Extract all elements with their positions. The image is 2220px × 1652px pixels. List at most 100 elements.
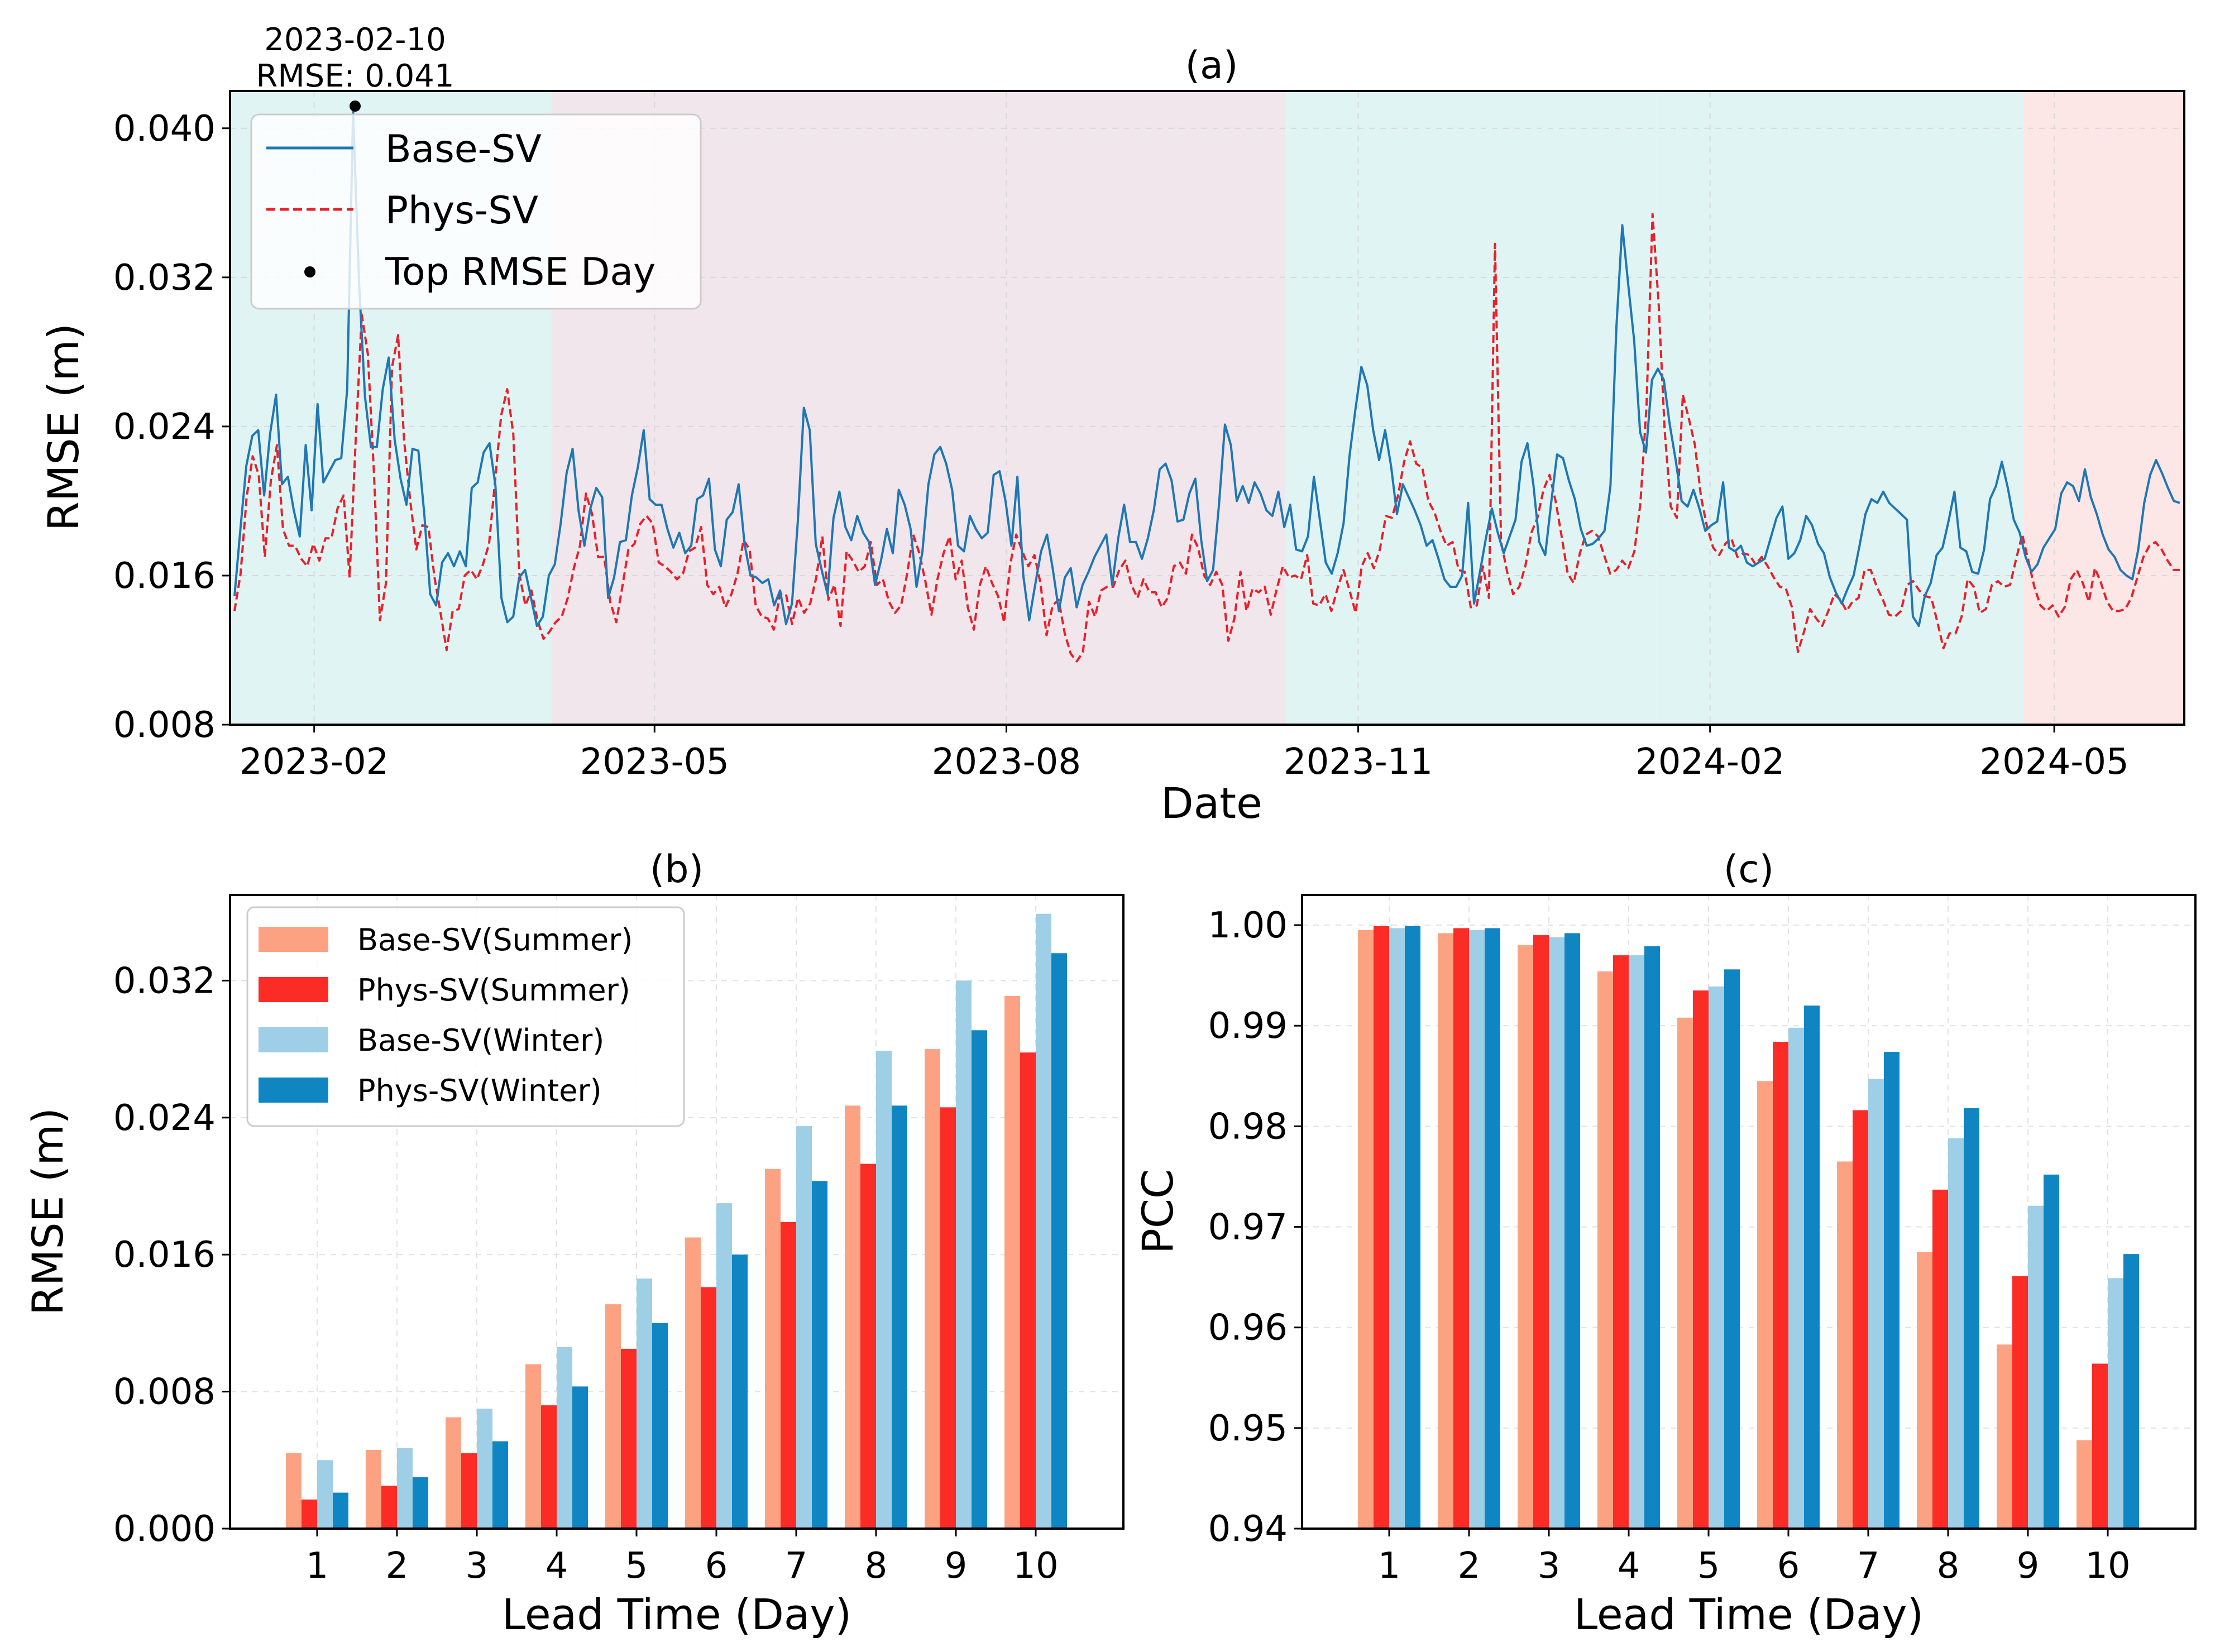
bar-base-summer-day-3: [1518, 945, 1533, 1529]
bar-phys-summer-day-6: [1773, 1042, 1788, 1529]
x-tick-label: 2023-11: [1284, 741, 1433, 783]
bar-phys-summer-day-1: [302, 1499, 317, 1529]
season-band-spring: [2023, 91, 2184, 725]
x-tick-label: 7: [785, 1545, 808, 1587]
plot-frame: [1301, 894, 2197, 1530]
panel-c-ylabel: PCC: [1133, 1169, 1183, 1254]
bar-phys-summer-day-7: [1853, 1110, 1868, 1529]
bar-base-winter-day-10: [1036, 913, 1051, 1529]
legend-label-phys-winter: Phys-SV(Winter): [357, 1073, 602, 1108]
legend-base-label: Base-SV: [385, 127, 542, 171]
legend-box: [246, 906, 685, 1127]
bar-base-winter-day-4: [1629, 955, 1644, 1529]
x-axis-ticks: 2023-02 2023-05 2023-08 2023-11 2024-02 2024-…: [240, 725, 2129, 783]
bar-phys-winter-day-3: [492, 1441, 508, 1529]
bar-phys-summer-day-5: [1693, 990, 1709, 1529]
legend-label-base-winter: Base-SV(Winter): [357, 1023, 604, 1058]
panel-b-ylabel: RMSE (m): [23, 1108, 73, 1315]
bar-phys-summer-day-1: [1374, 926, 1389, 1529]
plot-frame: [229, 90, 2185, 726]
panel-c-title: (c): [1724, 847, 1774, 892]
top-rmse-marker: [350, 100, 361, 112]
y-tick-label: 0.040: [113, 108, 216, 150]
legend-top-marker: [304, 266, 315, 277]
bar-base-winter-day-9: [956, 980, 972, 1529]
bar-base-winter-day-1: [317, 1460, 333, 1529]
x-tick-label: 8: [865, 1545, 888, 1587]
x-tick-label: 4: [1618, 1545, 1640, 1587]
x-tick-label: 2023-02: [240, 741, 389, 783]
bar-base-winter-day-9: [2028, 1205, 2044, 1529]
bar-base-summer-day-9: [925, 1049, 940, 1529]
bar-phys-winter-day-7: [812, 1181, 827, 1529]
bar-base-summer-day-7: [1837, 1161, 1853, 1529]
legend-swatch-base-winter: [259, 1027, 328, 1052]
bar-phys-summer-day-9: [940, 1107, 956, 1529]
bar-base-summer-day-4: [525, 1364, 541, 1529]
bar-phys-winter-day-4: [1644, 946, 1660, 1529]
plot-frame: [229, 894, 1125, 1530]
x-axis-ticks: 1 2 3 4 5 6 7 8 9 10: [1378, 1529, 2131, 1587]
series-lines: [233, 110, 2180, 663]
y-axis-ticks: 0.008 0.016 0.024 0.032 0.040: [113, 108, 230, 746]
panel-a: 0.008 0.016 0.024 0.032 0.040 2023-02 2023-05…: [39, 22, 2185, 828]
bar-phys-winter-day-2: [413, 1477, 428, 1529]
x-tick-label: 4: [546, 1545, 568, 1587]
bar-phys-winter-day-9: [2044, 1174, 2059, 1529]
bar-base-summer-day-6: [1757, 1081, 1773, 1529]
bar-phys-winter-day-6: [732, 1254, 748, 1529]
bar-base-winter-day-3: [477, 1409, 492, 1529]
bar-phys-winter-day-6: [1804, 1005, 1820, 1529]
x-tick-label: 5: [1697, 1545, 1720, 1587]
y-tick-label: 0.024: [113, 1098, 216, 1139]
bar-base-summer-day-8: [845, 1105, 860, 1529]
bar-base-winter-day-7: [796, 1126, 812, 1529]
y-axis-ticks: 0.94 0.95 0.96 0.97 0.98 0.99 1.00: [1208, 905, 1302, 1550]
legend-a: Base-SV Phys-SV Top RMSE Day: [250, 113, 702, 310]
x-tick-label: 7: [1857, 1545, 1880, 1587]
panel-a-xlabel: Date: [1161, 778, 1262, 828]
bar-base-summer-day-5: [605, 1304, 621, 1529]
bar-phys-summer-day-3: [461, 1453, 477, 1529]
y-tick-label: 0.94: [1208, 1509, 1288, 1550]
y-tick-label: 0.008: [113, 1372, 216, 1413]
x-tick-label: 10: [2085, 1545, 2130, 1587]
bar-base-winter-day-2: [397, 1448, 413, 1529]
x-tick-label: 5: [625, 1545, 648, 1587]
bar-phys-winter-day-5: [1724, 969, 1740, 1529]
x-axis-ticks: 1 2 3 4 5 6 7 8 9 10: [306, 1529, 1059, 1587]
bar-phys-summer-day-10: [1020, 1052, 1036, 1529]
bar-base-summer-day-8: [1917, 1252, 1932, 1529]
y-tick-label: 0.008: [113, 705, 216, 746]
grid: [1302, 895, 2195, 1529]
y-tick-label: 0.98: [1208, 1106, 1288, 1147]
y-tick-label: 0.000: [113, 1509, 216, 1550]
bar-phys-winter-day-8: [892, 1105, 907, 1529]
y-tick-label: 0.032: [113, 257, 216, 299]
x-tick-label: 6: [705, 1545, 728, 1587]
bar-base-summer-day-10: [2077, 1440, 2092, 1529]
bar-phys-summer-day-5: [621, 1348, 637, 1529]
x-tick-label: 1: [306, 1545, 329, 1587]
y-tick-label: 0.032: [113, 960, 216, 1002]
bar-phys-summer-day-10: [2092, 1363, 2108, 1529]
bar-phys-summer-day-7: [781, 1222, 796, 1529]
bar-base-winter-day-8: [876, 1051, 892, 1529]
bar-phys-summer-day-8: [860, 1163, 876, 1529]
bar-base-summer-day-1: [1358, 930, 1374, 1529]
bars: [1358, 926, 2139, 1529]
legend-top-label: Top RMSE Day: [385, 250, 656, 294]
panel-b: 0.000 0.008 0.016 0.024 0.032 1 2 3 4 5 6 7 8 9 10 (b…: [23, 847, 1125, 1639]
bar-phys-summer-day-3: [1533, 935, 1549, 1529]
bar-base-winter-day-6: [1788, 1027, 1804, 1529]
bar-phys-winter-day-1: [333, 1492, 348, 1529]
bar-base-winter-day-4: [557, 1347, 572, 1529]
legend-label-base-summer: Base-SV(Summer): [357, 922, 633, 957]
bar-base-winter-day-10: [2108, 1278, 2123, 1529]
panel-c-xlabel: Lead Time (Day): [1574, 1589, 1924, 1639]
legend-swatch-phys-winter: [259, 1078, 328, 1103]
x-tick-label: 10: [1013, 1545, 1058, 1587]
x-tick-label: 3: [1538, 1545, 1561, 1587]
bar-base-summer-day-4: [1597, 971, 1613, 1529]
